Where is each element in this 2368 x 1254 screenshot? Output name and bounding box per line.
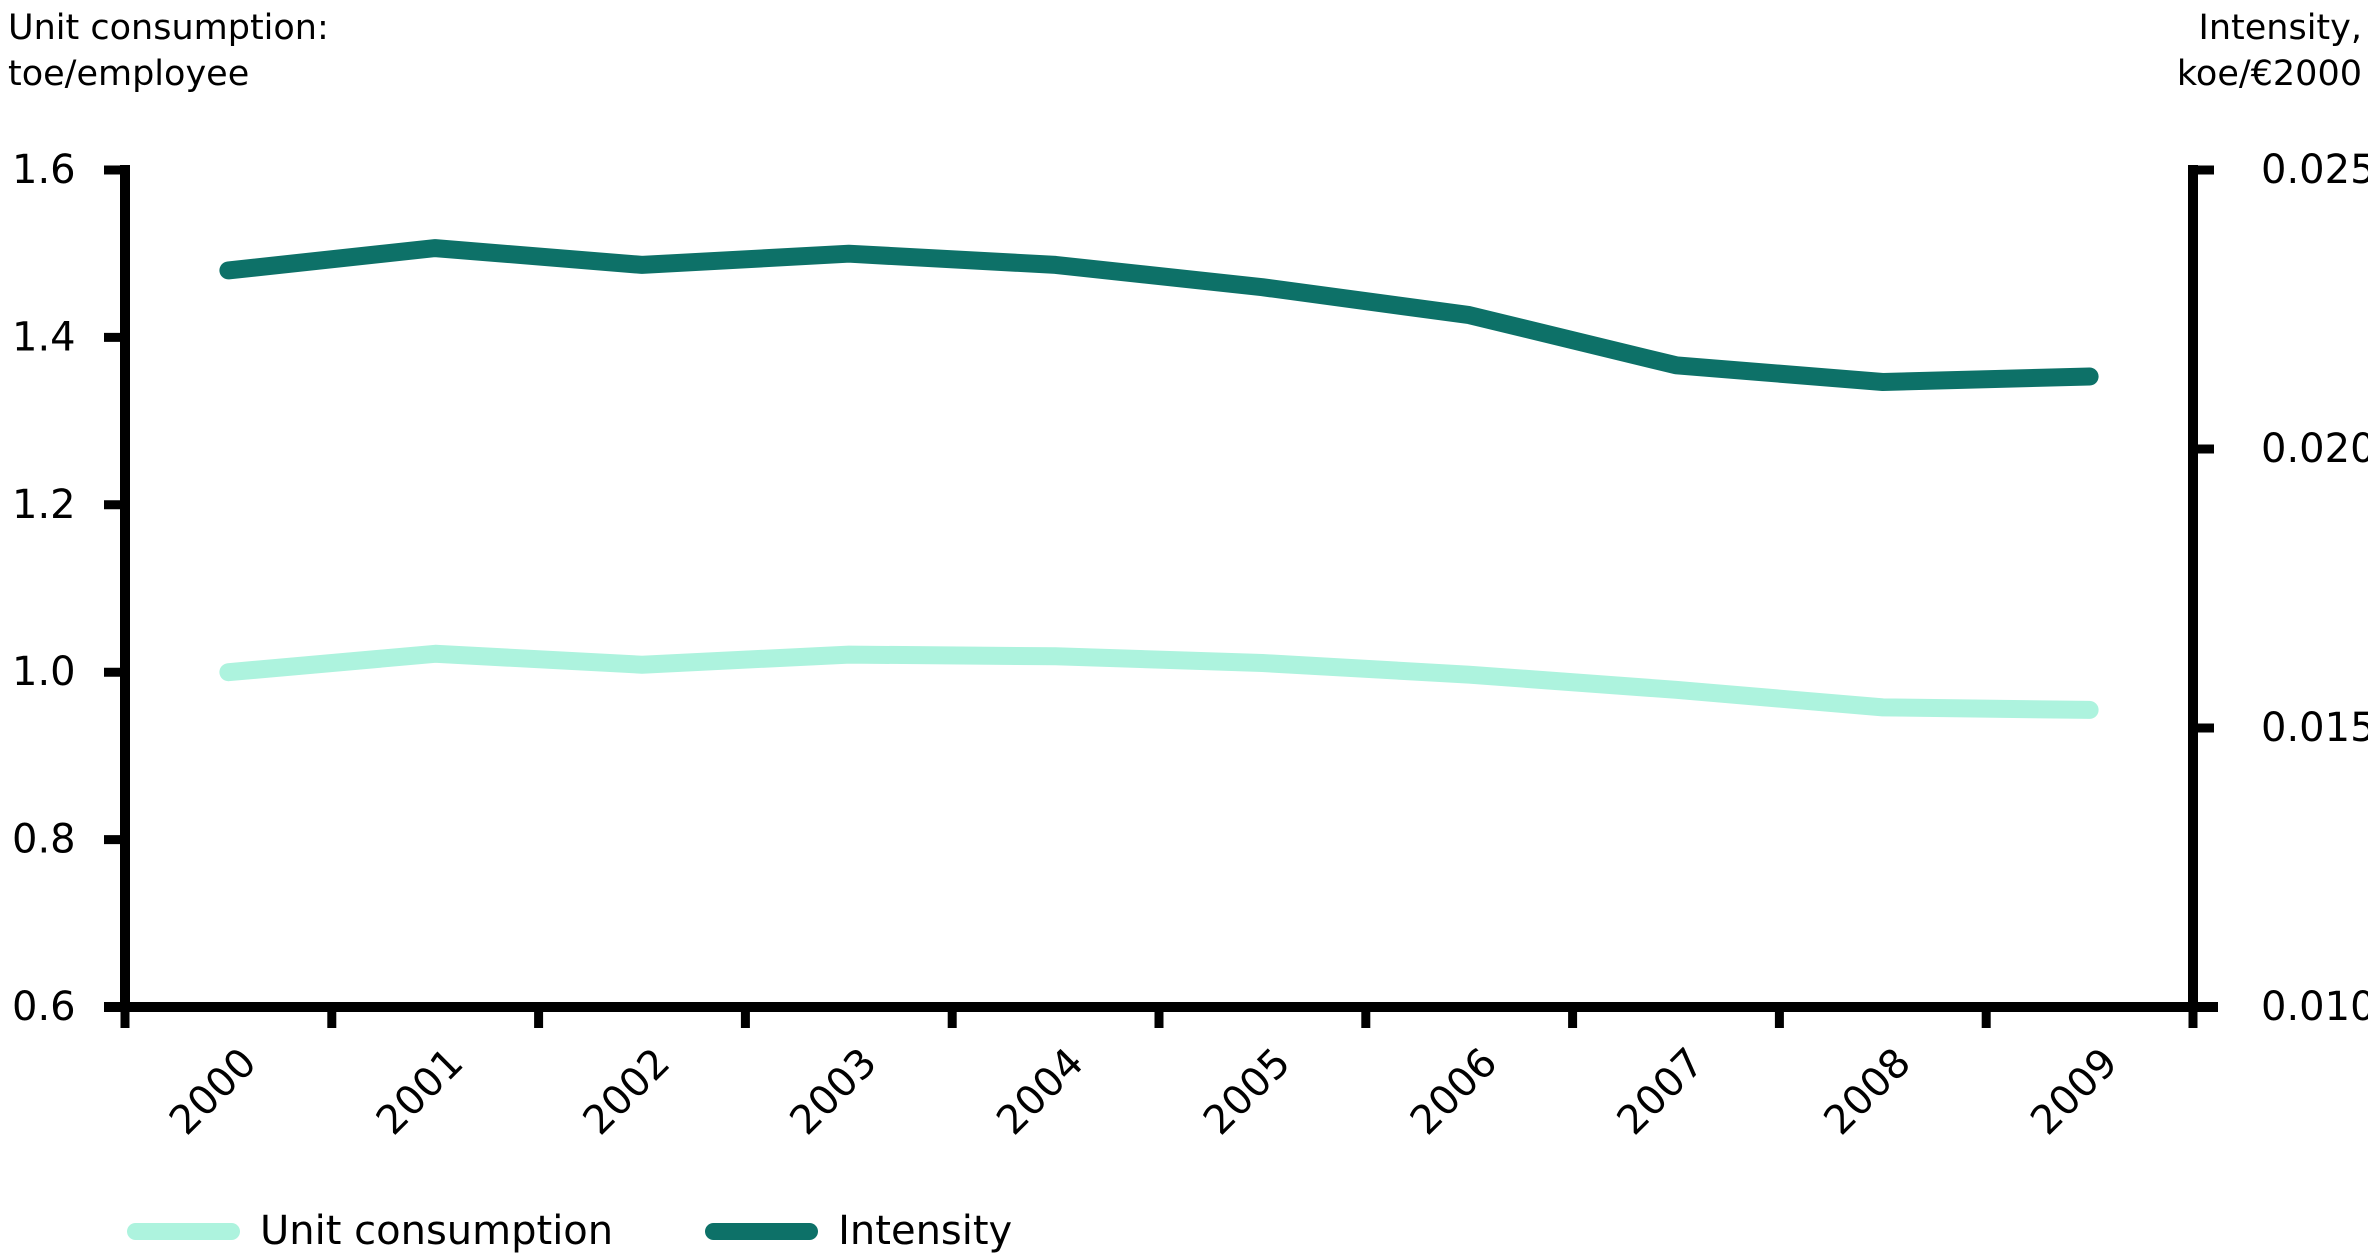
x-tick-label: 2008 bbox=[1815, 1040, 1920, 1145]
left-tick-label: 1.6 bbox=[12, 147, 76, 193]
left-tick-label: 0.6 bbox=[12, 984, 76, 1030]
legend-swatch-intensity bbox=[705, 1222, 819, 1240]
data-series bbox=[219, 239, 2099, 719]
left-tick-label: 1.2 bbox=[12, 482, 76, 528]
x-tick-label: 2007 bbox=[1609, 1040, 1714, 1145]
x-tick-label: 2003 bbox=[781, 1040, 886, 1145]
x-axis-ticks: 2000 2001 2002 2003 2004 2005 2006 2007 2008 2009 bbox=[120, 1007, 2198, 1145]
x-tick-label: 2000 bbox=[161, 1040, 266, 1145]
x-tick-label: 2004 bbox=[988, 1040, 1093, 1145]
x-tick-label: 2001 bbox=[368, 1040, 473, 1145]
legend-label-intensity: Intensity bbox=[838, 1208, 1013, 1254]
intensity-line bbox=[219, 239, 2099, 391]
legend-label-unit-consumption: Unit consumption bbox=[260, 1208, 614, 1254]
right-axis-ticks: 0.025 0.020 0.015 0.010 bbox=[2193, 147, 2368, 1030]
left-tick-label: 1.4 bbox=[12, 314, 76, 360]
x-tick-label: 2006 bbox=[1402, 1040, 1507, 1145]
unit-consumption-line bbox=[219, 644, 2099, 719]
x-tick-label: 2005 bbox=[1195, 1040, 1300, 1145]
right-tick-label: 0.010 bbox=[2261, 984, 2368, 1030]
left-tick-label: 1.0 bbox=[12, 649, 76, 695]
left-axis-ticks: 1.6 1.4 1.2 1.0 0.8 0.6 bbox=[12, 147, 125, 1030]
legend-swatch-unit-consumption bbox=[127, 1222, 240, 1240]
right-tick-label: 0.025 bbox=[2261, 147, 2368, 193]
right-axis-title: Intensity, koe/€2000 bbox=[2176, 8, 2362, 94]
right-tick-label: 0.015 bbox=[2261, 705, 2368, 751]
left-axis-title: Unit consumption: toe/employee bbox=[8, 8, 329, 94]
legend: Unit consumption Intensity bbox=[127, 1208, 1012, 1254]
left-tick-label: 0.8 bbox=[12, 817, 76, 863]
x-tick-label: 2002 bbox=[575, 1040, 680, 1145]
x-tick-label: 2009 bbox=[2022, 1040, 2127, 1145]
right-tick-label: 0.020 bbox=[2261, 426, 2368, 472]
